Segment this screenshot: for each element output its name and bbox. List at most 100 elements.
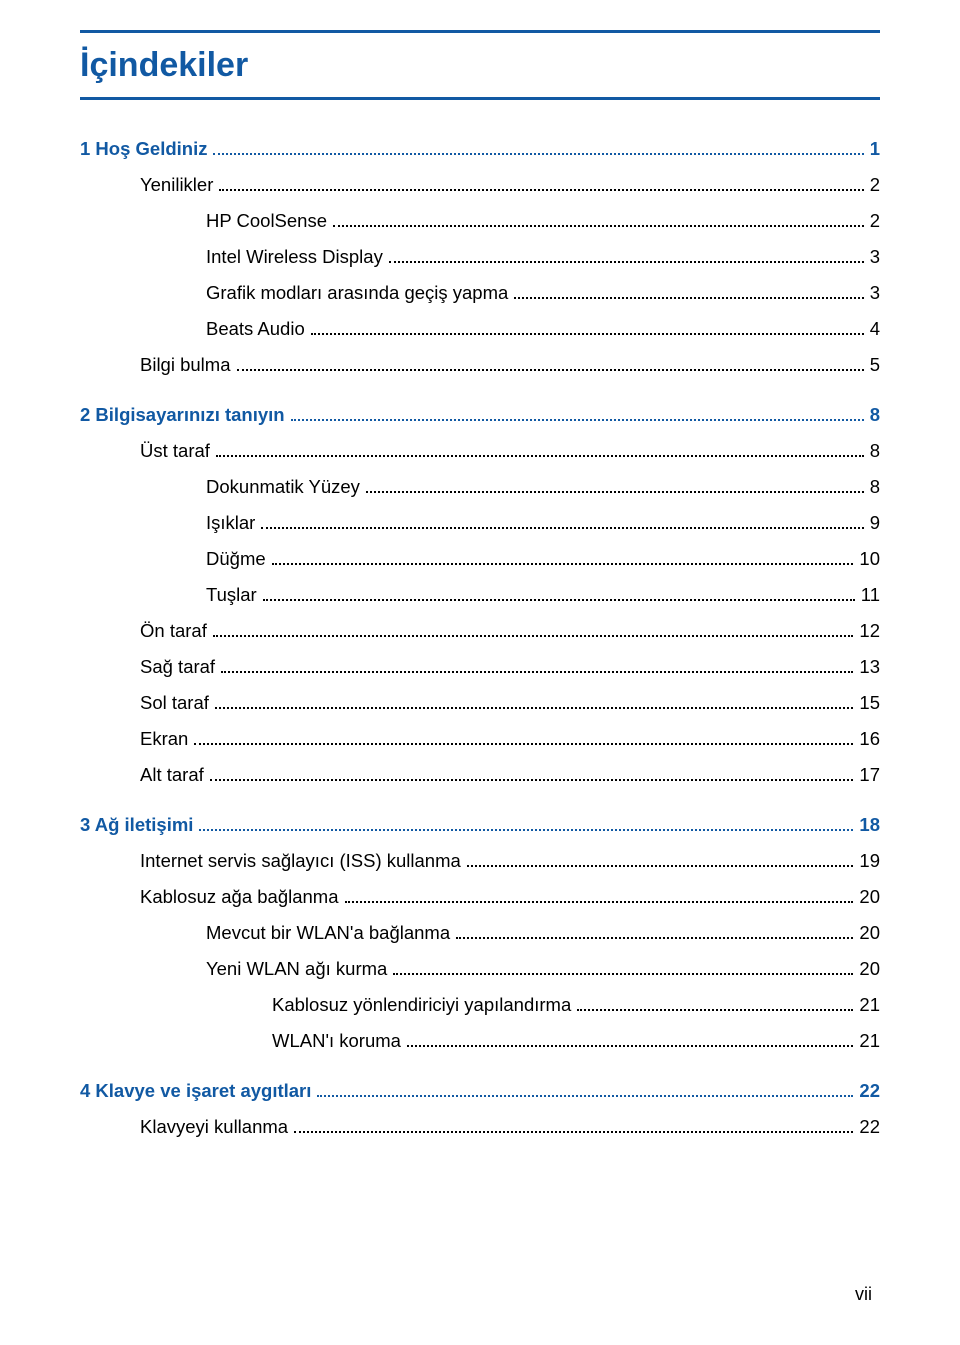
- toc-entry[interactable]: Ön taraf 12: [80, 620, 880, 642]
- toc-entry[interactable]: Yenilikler 2: [80, 174, 880, 196]
- toc-entry-page: 5: [866, 354, 880, 376]
- toc-entry-label: Mevcut bir WLAN'a bağlanma: [206, 922, 454, 944]
- toc-entry-label: Kablosuz ağa bağlanma: [140, 886, 343, 908]
- toc-entry-page: 22: [855, 1116, 880, 1138]
- toc-entry-page: 2: [866, 174, 880, 196]
- toc-entry-page: 11: [857, 584, 880, 606]
- toc-leader-dots: [389, 261, 864, 263]
- toc-entry[interactable]: Internet servis sağlayıcı (ISS) kullanma…: [80, 850, 880, 872]
- toc-entry-label: Alt taraf: [140, 764, 208, 786]
- toc-leader-dots: [194, 743, 853, 745]
- toc-entry[interactable]: Beats Audio4: [80, 318, 880, 340]
- toc-entry-page: 21: [855, 994, 880, 1016]
- toc-entry-page: 10: [855, 548, 880, 570]
- toc-entry-label: Bilgi bulma: [140, 354, 235, 376]
- toc-entry-label: Tuşlar: [206, 584, 261, 606]
- toc-leader-dots: [333, 225, 864, 227]
- toc-leader-dots: [317, 1095, 853, 1097]
- toc-leader-dots: [221, 671, 853, 673]
- toc-entry[interactable]: Kablosuz ağa bağlanma 20: [80, 886, 880, 908]
- toc-entry-page: 19: [855, 850, 880, 872]
- toc-entry-label: Grafik modları arasında geçiş yapma: [206, 282, 512, 304]
- toc-entry-label: WLAN'ı koruma: [272, 1030, 405, 1052]
- toc-leader-dots: [467, 865, 854, 867]
- toc-entry[interactable]: Intel Wireless Display 3: [80, 246, 880, 268]
- toc-entry[interactable]: Düğme 10: [80, 548, 880, 570]
- toc-entry-label: Intel Wireless Display: [206, 246, 387, 268]
- toc-entry[interactable]: Dokunmatik Yüzey 8: [80, 476, 880, 498]
- toc-entry-page: 8: [866, 440, 880, 462]
- toc-entry-page: 9: [866, 512, 880, 534]
- toc-entry-label: Klavyeyi kullanma: [140, 1116, 292, 1138]
- toc-chapter[interactable]: 4 Klavye ve işaret aygıtları22: [80, 1080, 880, 1102]
- toc-leader-dots: [311, 333, 864, 335]
- toc-entry-label: Dokunmatik Yüzey: [206, 476, 364, 498]
- toc-entry-page: 20: [855, 958, 880, 980]
- toc-entry-label: 1 Hoş Geldiniz: [80, 138, 211, 160]
- toc-entry[interactable]: Kablosuz yönlendiriciyi yapılandırma21: [80, 994, 880, 1016]
- toc-leader-dots: [219, 189, 863, 191]
- toc-entry-label: Düğme: [206, 548, 270, 570]
- toc-entry-label: HP CoolSense: [206, 210, 331, 232]
- toc-entry-page: 22: [855, 1080, 880, 1102]
- toc-entry-page: 3: [866, 282, 880, 304]
- toc-entry-label: Işıklar: [206, 512, 259, 534]
- toc-leader-dots: [210, 779, 854, 781]
- toc-entry-page: 21: [855, 1030, 880, 1052]
- toc-entry[interactable]: Ekran 16: [80, 728, 880, 750]
- toc-entry-page: 12: [855, 620, 880, 642]
- toc-entry-page: 18: [855, 814, 880, 836]
- toc-entry-page: 20: [855, 922, 880, 944]
- toc-entry[interactable]: Üst taraf8: [80, 440, 880, 462]
- toc-entry-page: 8: [866, 476, 880, 498]
- toc-entry-page: 13: [855, 656, 880, 678]
- toc-entry[interactable]: HP CoolSense 2: [80, 210, 880, 232]
- toc-entry[interactable]: Alt taraf 17: [80, 764, 880, 786]
- toc-leader-dots: [514, 297, 863, 299]
- toc-leader-dots: [213, 153, 863, 155]
- toc-leader-dots: [345, 901, 854, 903]
- toc-entry-label: Yenilikler: [140, 174, 217, 196]
- toc-leader-dots: [407, 1045, 853, 1047]
- toc-chapter[interactable]: 1 Hoş Geldiniz1: [80, 138, 880, 160]
- toc-entry[interactable]: Yeni WLAN ağı kurma 20: [80, 958, 880, 980]
- toc-leader-dots: [393, 973, 853, 975]
- toc-entry[interactable]: Işıklar 9: [80, 512, 880, 534]
- toc-entry-label: Sol taraf: [140, 692, 213, 714]
- toc-entry[interactable]: Klavyeyi kullanma 22: [80, 1116, 880, 1138]
- toc-leader-dots: [213, 635, 854, 637]
- toc-chapter[interactable]: 3 Ağ iletişimi18: [80, 814, 880, 836]
- table-of-contents: 1 Hoş Geldiniz1 Yenilikler 2 HP CoolSense 2 I…: [80, 138, 880, 1138]
- document-page: İçindekiler 1 Hoş Geldiniz1Yenilikler2HP…: [0, 0, 960, 1138]
- toc-leader-dots: [263, 599, 855, 601]
- toc-leader-dots: [291, 419, 864, 421]
- toc-entry-label: 2 Bilgisayarınızı tanıyın: [80, 404, 289, 426]
- toc-entry-page: 17: [855, 764, 880, 786]
- toc-entry[interactable]: Mevcut bir WLAN'a bağlanma 20: [80, 922, 880, 944]
- toc-entry[interactable]: Sağ taraf 13: [80, 656, 880, 678]
- toc-leader-dots: [216, 455, 864, 457]
- footer-page-number: vii: [855, 1284, 872, 1305]
- toc-entry-page: 20: [855, 886, 880, 908]
- toc-entry-label: Ön taraf: [140, 620, 211, 642]
- toc-leader-dots: [294, 1131, 853, 1133]
- toc-entry[interactable]: Bilgi bulma 5: [80, 354, 880, 376]
- toc-leader-dots: [577, 1009, 853, 1011]
- toc-leader-dots: [456, 937, 853, 939]
- toc-entry[interactable]: Sol taraf15: [80, 692, 880, 714]
- toc-chapter[interactable]: 2 Bilgisayarınızı tanıyın8: [80, 404, 880, 426]
- toc-entry-label: Sağ taraf: [140, 656, 219, 678]
- toc-entry-label: Yeni WLAN ağı kurma: [206, 958, 391, 980]
- toc-entry-page: 16: [855, 728, 880, 750]
- toc-entry[interactable]: WLAN'ı koruma 21: [80, 1030, 880, 1052]
- toc-entry[interactable]: Grafik modları arasında geçiş yapma 3: [80, 282, 880, 304]
- toc-leader-dots: [272, 563, 854, 565]
- toc-entry-page: 3: [866, 246, 880, 268]
- toc-entry-label: Beats Audio: [206, 318, 309, 340]
- toc-entry-page: 2: [866, 210, 880, 232]
- toc-entry-label: Ekran: [140, 728, 192, 750]
- toc-entry[interactable]: Tuşlar 11: [80, 584, 880, 606]
- toc-leader-dots: [366, 491, 864, 493]
- toc-leader-dots: [199, 829, 853, 831]
- page-title: İçindekiler: [80, 46, 248, 85]
